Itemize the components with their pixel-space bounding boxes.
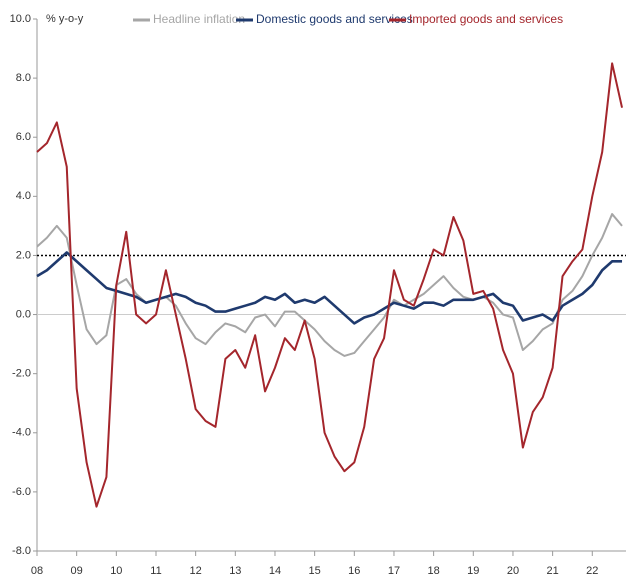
y-tick-label: 10.0 bbox=[10, 13, 31, 25]
y-tick-label: 8.0 bbox=[16, 72, 31, 84]
x-tick-label: 12 bbox=[190, 565, 202, 577]
legend-label: Headline inflation bbox=[153, 12, 245, 26]
x-tick-label: 19 bbox=[467, 565, 479, 577]
y-axis-label: % y-o-y bbox=[46, 13, 84, 25]
y-tick-label: 2.0 bbox=[16, 249, 31, 261]
x-tick-label: 15 bbox=[309, 565, 321, 577]
x-tick-label: 13 bbox=[229, 565, 241, 577]
x-tick-label: 16 bbox=[348, 565, 360, 577]
legend-label: Imported goods and services bbox=[409, 12, 563, 26]
x-tick-label: 20 bbox=[507, 565, 519, 577]
x-tick-label: 11 bbox=[150, 565, 161, 577]
x-tick-label: 17 bbox=[388, 565, 400, 577]
x-tick-label: 21 bbox=[546, 565, 558, 577]
y-tick-label: -8.0 bbox=[12, 545, 31, 557]
y-tick-label: -6.0 bbox=[12, 486, 31, 498]
y-tick-label: -2.0 bbox=[12, 368, 31, 380]
y-tick-label: 6.0 bbox=[16, 131, 31, 143]
x-tick-label: 18 bbox=[428, 565, 440, 577]
series-line bbox=[36, 213, 623, 357]
x-tick-label: 14 bbox=[269, 565, 281, 577]
x-tick-label: 09 bbox=[71, 565, 83, 577]
series-line bbox=[36, 62, 624, 508]
y-tick-label: 4.0 bbox=[16, 190, 31, 202]
x-tick-label: 22 bbox=[586, 565, 598, 577]
series-line bbox=[36, 251, 623, 325]
legend-label: Domestic goods and services bbox=[256, 12, 413, 26]
x-tick-label: 08 bbox=[31, 565, 43, 577]
y-tick-label: 0.0 bbox=[16, 308, 31, 320]
y-tick-label: -4.0 bbox=[12, 427, 31, 439]
x-tick-label: 10 bbox=[110, 565, 122, 577]
